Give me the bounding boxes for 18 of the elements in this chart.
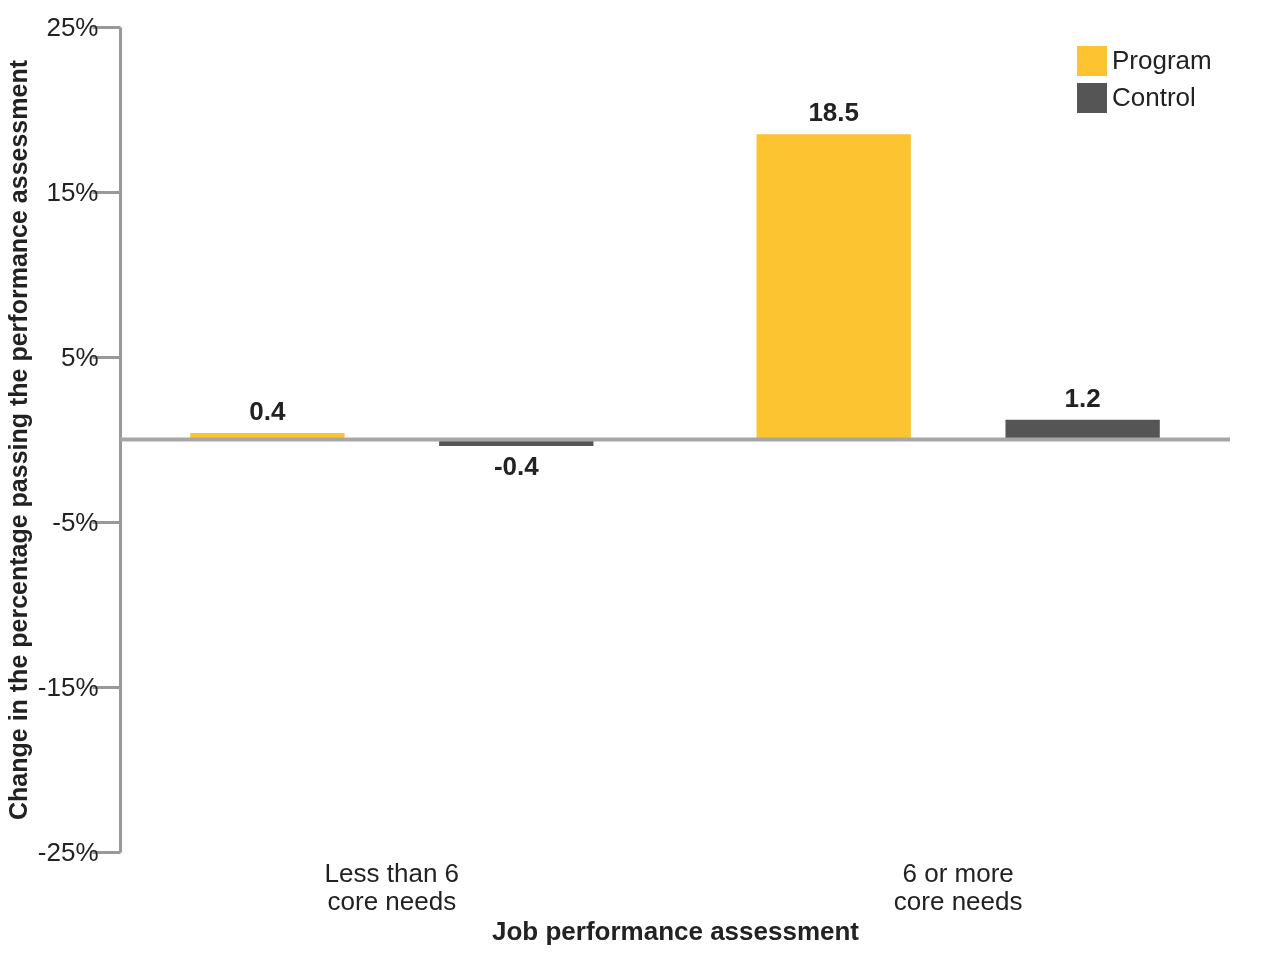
y-tick-label: -25% (37, 836, 99, 867)
data-label: 1.2 (1064, 382, 1101, 413)
legend-label: Control (1112, 82, 1196, 112)
data-label: 0.4 (249, 395, 286, 426)
y-tick-label: -15% (37, 671, 99, 702)
bar (756, 134, 911, 440)
data-label: -0.4 (493, 451, 540, 482)
x-tick-label: Less than 6 core needs (324, 857, 460, 916)
y-tick-label: 5% (60, 341, 99, 372)
bar (1005, 419, 1160, 440)
y-axis-title: Change in the percentage passing the performance assessment (3, 59, 32, 820)
x-axis-title: Job performance assessment (491, 915, 860, 946)
y-tick-label: -5% (52, 506, 99, 537)
data-label: 18.5 (808, 97, 859, 128)
y-tick-label: 15% (46, 176, 99, 207)
y-tick-label: 25% (46, 11, 99, 42)
legend-label: Program (1112, 45, 1212, 75)
x-tick-label: 6 or more core needs (893, 857, 1023, 916)
